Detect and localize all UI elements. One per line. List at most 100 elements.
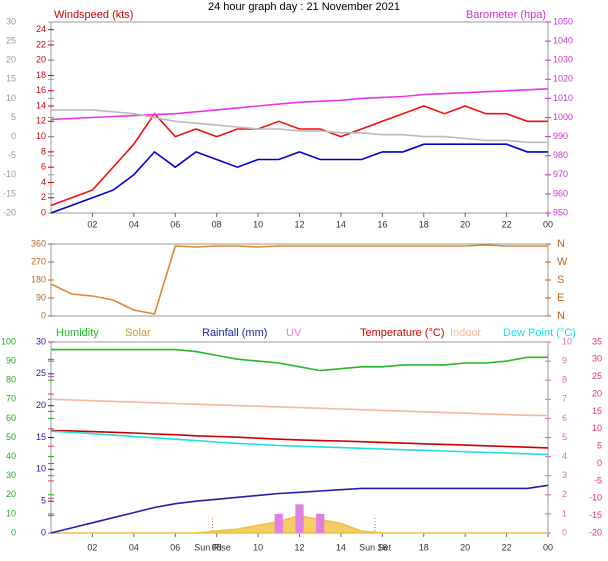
y-tick-label: 60 — [6, 413, 16, 423]
series-line — [51, 109, 548, 144]
y-tick-label: 20 — [6, 489, 16, 499]
y-tick-label: 2 — [562, 489, 567, 499]
y-tick-label: 0 — [11, 527, 16, 537]
legend-entry: Humidity — [56, 327, 99, 339]
uv-bar — [274, 513, 283, 533]
x-tick-label: 20 — [460, 542, 470, 552]
y-tick-label: 30 — [6, 16, 16, 26]
x-tick-label: 04 — [129, 219, 139, 229]
legend-entry: Indoor — [450, 327, 482, 339]
series-line — [50, 430, 549, 456]
y-tick-label: 180 — [31, 274, 46, 284]
y-tick-label: 10 — [562, 336, 572, 346]
x-tick-label: 14 — [336, 542, 346, 552]
y-tick-label: E — [557, 292, 564, 304]
y-tick-label: 0 — [41, 310, 46, 320]
y-tick-label: 24 — [36, 24, 46, 34]
x-tick-label: 16 — [377, 219, 387, 229]
x-tick-label: 04 — [129, 542, 139, 552]
y-tick-label: 950 — [553, 207, 568, 217]
y-tick-label: N — [557, 238, 565, 250]
x-tick-label: 00 — [543, 219, 553, 229]
y-tick-label: 20 — [592, 388, 602, 398]
y-tick-label: -20 — [589, 527, 602, 537]
y-tick-label: 960 — [553, 188, 568, 198]
y-tick-label: 4 — [41, 177, 46, 187]
plot-area — [50, 341, 549, 534]
x-tick-label: 02 — [87, 542, 97, 552]
y-tick-label: 8 — [562, 375, 567, 385]
y-axis-label: Windspeed (kts) — [54, 9, 133, 21]
y-tick-label: 1010 — [553, 93, 573, 103]
y-tick-label: 360 — [31, 238, 46, 248]
y-tick-label: 18 — [36, 70, 46, 80]
series-line — [50, 398, 549, 417]
y-tick-label: -5 — [594, 475, 602, 485]
y-tick-label: 90 — [6, 355, 16, 365]
y-tick-label: 2 — [41, 192, 46, 202]
y-tick-label: 3 — [562, 470, 567, 480]
x-tick-label: 22 — [502, 219, 512, 229]
x-tick-label: 22 — [502, 542, 512, 552]
y-tick-label: 16 — [36, 85, 46, 95]
y-tick-label: 6 — [562, 413, 567, 423]
x-tick-label: 12 — [294, 219, 304, 229]
legend-entry: Dew Point (°C) — [503, 327, 576, 339]
y-tick-label: 10 — [36, 464, 46, 474]
uv-bar — [295, 504, 304, 533]
y-tick-label: -5 — [8, 150, 16, 160]
x-tick-label: 06 — [170, 219, 180, 229]
x-tick-label: 02 — [87, 219, 97, 229]
y-tick-label: 30 — [6, 470, 16, 480]
y-tick-label: 22 — [36, 39, 46, 49]
y-tick-label: 30 — [36, 336, 46, 346]
y-tick-label: 10 — [6, 508, 16, 518]
y-tick-label: 15 — [36, 432, 46, 442]
x-tick-label: 14 — [336, 219, 346, 229]
y-tick-label: 14 — [36, 100, 46, 110]
y-tick-label: 15 — [592, 406, 602, 416]
series-line — [50, 143, 548, 214]
y-tick-label: N — [557, 310, 565, 322]
legend-entry: UV — [286, 327, 302, 339]
y2-axis-label: Barometer (hpa) — [466, 9, 546, 21]
x-tick-label: 00 — [543, 542, 553, 552]
annotation: Sun Rise — [194, 542, 231, 552]
y-tick-label: 15 — [6, 74, 16, 84]
x-tick-label: 06 — [170, 542, 180, 552]
y-tick-label: 70 — [6, 394, 16, 404]
y-tick-label: 5 — [11, 112, 16, 122]
y-tick-label: -10 — [589, 493, 602, 503]
annotation: Sun Set — [359, 542, 392, 552]
y-tick-label: 5 — [41, 496, 46, 506]
y-tick-label: 4 — [562, 451, 567, 461]
uv-bar — [316, 513, 325, 533]
y-tick-label: 0 — [597, 458, 602, 468]
y-tick-label: -15 — [589, 510, 602, 520]
y-tick-label: 1030 — [553, 55, 573, 65]
x-tick-label: 18 — [419, 542, 429, 552]
y-tick-label: 1020 — [553, 74, 573, 84]
y-tick-label: 1050 — [553, 16, 573, 26]
series-line — [50, 429, 549, 449]
x-tick-label: 08 — [212, 219, 222, 229]
y-tick-label: 270 — [31, 256, 46, 266]
y-tick-label: 7 — [562, 394, 567, 404]
x-tick-label: 12 — [294, 542, 304, 552]
y-tick-label: 90 — [36, 292, 46, 302]
series-line — [50, 88, 549, 121]
y-tick-label: 1000 — [553, 112, 573, 122]
y-tick-label: 35 — [592, 336, 602, 346]
y-tick-label: 20 — [6, 55, 16, 65]
y-tick-label: 12 — [36, 116, 46, 126]
y-tick-label: 0 — [41, 207, 46, 217]
y-tick-label: -20 — [3, 207, 16, 217]
legend-entry: Temperature (°C) — [360, 327, 444, 339]
y-tick-label: 10 — [36, 131, 46, 141]
y-tick-label: 20 — [36, 400, 46, 410]
y-tick-label: 50 — [6, 432, 16, 442]
y-tick-label: 1 — [562, 508, 567, 518]
chart-title: 24 hour graph day : 21 November 2021 — [208, 1, 400, 13]
